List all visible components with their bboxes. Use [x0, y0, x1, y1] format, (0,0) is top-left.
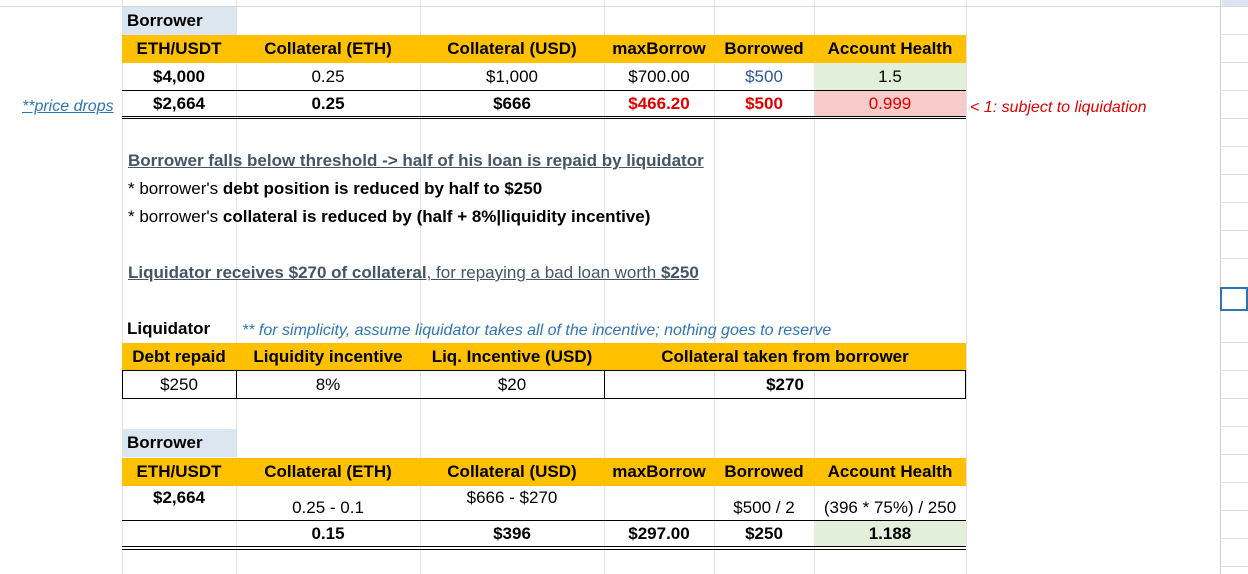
t3-r2-collateral-eth[interactable]: 0.15	[311, 523, 345, 543]
t3-r1-collateral-eth[interactable]: 0.25 - 0.1	[292, 498, 364, 517]
price-drops-note: **price drops	[22, 98, 114, 115]
t1-r2-ethusdt[interactable]: $2,664	[153, 93, 205, 113]
t2-liq-incentive-usd[interactable]: $20	[497, 374, 527, 394]
t1-header-borrowed[interactable]: Borrowed	[714, 35, 814, 63]
table2-label[interactable]: Liquidator	[127, 319, 211, 338]
t1-r2-collateral-usd[interactable]: $666	[493, 93, 531, 113]
collateral-reduced-detail: collateral is reduced by (half + 8%|liqu…	[222, 207, 651, 226]
t1-r1-account-health[interactable]: 1.5	[814, 63, 966, 90]
t3-r1-borrowed[interactable]: $500 / 2	[733, 498, 795, 517]
liquidator-receives-line: Liquidator receives $270 of collateral, …	[128, 263, 699, 283]
t3-header-maxborrow[interactable]: maxBorrow	[604, 458, 714, 486]
debt-reduced-detail: debt position is reduced by half to $250	[222, 179, 543, 198]
t1-r1-collateral-eth[interactable]: 0.25	[311, 66, 345, 86]
t1-r2-collateral-eth[interactable]: 0.25	[311, 93, 345, 113]
t1-header-account-health[interactable]: Account Health	[814, 35, 966, 63]
t3-r2-borrowed[interactable]: $250	[745, 523, 783, 543]
t2-header-collateral-taken[interactable]: Collateral taken from borrower	[604, 343, 966, 371]
liquidator-receives-mid: , for repaying a bad loan worth	[426, 263, 661, 282]
debt-reduced-line: * borrower's debt position is reduced by…	[128, 179, 542, 199]
liquidator-receives-amount: $250	[660, 263, 699, 282]
t3-r1-account-health[interactable]: (396 * 75%) / 250	[823, 498, 957, 517]
liquidator-receives-strong: Liquidator receives $270 of collateral	[128, 263, 427, 282]
t3-header-account-health[interactable]: Account Health	[814, 458, 966, 486]
t3-header-collateral-usd[interactable]: Collateral (USD)	[420, 458, 604, 486]
t1-r1-collateral-usd[interactable]: $1,000	[486, 66, 538, 86]
t3-r1-maxborrow[interactable]	[604, 494, 714, 518]
t3-r2-account-health[interactable]: 1.188	[814, 521, 966, 546]
t2-liquidity-incentive[interactable]: 8%	[315, 374, 341, 394]
t3-r2-ethusdt[interactable]	[122, 521, 236, 546]
t2-header-debt-repaid[interactable]: Debt repaid	[122, 343, 236, 371]
t1-r2-account-health[interactable]: 0.999	[814, 91, 966, 116]
threshold-heading: Borrower falls below threshold -> half o…	[128, 151, 704, 170]
t3-header-ethusdt[interactable]: ETH/USDT	[122, 458, 236, 486]
table1-label[interactable]: Borrower	[122, 7, 236, 35]
liquidation-note: < 1: subject to liquidation	[970, 99, 1147, 116]
t3-header-collateral-eth[interactable]: Collateral (ETH)	[236, 458, 420, 486]
simplicity-note: ** for simplicity, assume liquidator tak…	[242, 322, 832, 339]
collateral-reduced-prefix: * borrower's	[128, 207, 223, 226]
t3-r2-maxborrow[interactable]: $297.00	[628, 523, 690, 543]
table3-label[interactable]: Borrower	[122, 429, 236, 457]
t1-header-collateral-eth[interactable]: Collateral (ETH)	[236, 35, 420, 63]
t1-r2-borrowed[interactable]: $500	[745, 93, 783, 113]
t1-header-ethusdt[interactable]: ETH/USDT	[122, 35, 236, 63]
t1-r1-ethusdt[interactable]: $4,000	[153, 66, 205, 86]
t2-collateral-taken[interactable]: $270	[766, 374, 804, 394]
t1-r1-maxborrow[interactable]: $700.00	[628, 66, 690, 86]
t2-header-liq-incentive-usd[interactable]: Liq. Incentive (USD)	[420, 343, 604, 371]
debt-reduced-prefix: * borrower's	[128, 179, 223, 198]
t3-r1-collateral-usd[interactable]: $666 - $270	[466, 488, 558, 507]
t2-header-liquidity-incentive[interactable]: Liquidity incentive	[236, 343, 420, 371]
t3-header-borrowed[interactable]: Borrowed	[714, 458, 814, 486]
t1-r1-borrowed[interactable]: $500	[745, 66, 783, 86]
t1-header-maxborrow[interactable]: maxBorrow	[604, 35, 714, 63]
t1-header-collateral-usd[interactable]: Collateral (USD)	[420, 35, 604, 63]
t1-r2-maxborrow[interactable]: $466.20	[628, 93, 690, 113]
selected-cell[interactable]	[1220, 287, 1248, 311]
t3-r2-collateral-usd[interactable]: $396	[493, 523, 531, 543]
t2-debt-repaid[interactable]: $250	[160, 374, 198, 394]
t3-r1-ethusdt[interactable]: $2,664	[153, 488, 205, 507]
collateral-reduced-line: * borrower's collateral is reduced by (h…	[128, 207, 650, 227]
